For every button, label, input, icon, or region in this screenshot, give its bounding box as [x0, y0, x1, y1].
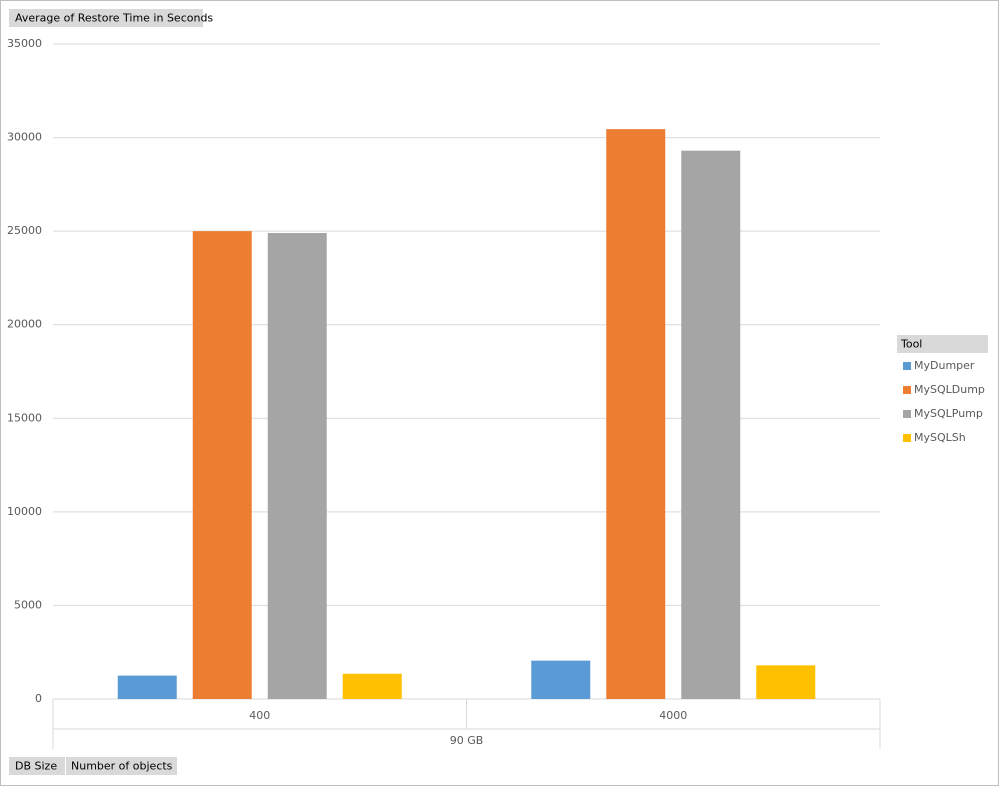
y-tick-label: 20000: [7, 318, 42, 331]
legend-title: Tool: [900, 338, 922, 351]
y-tick-label: 0: [35, 692, 42, 705]
legend-label: MyDumper: [914, 359, 975, 372]
bar: [681, 150, 741, 699]
x-tick-label: 4000: [659, 709, 687, 722]
y-tick-label: 10000: [7, 505, 42, 518]
y-tick-label: 15000: [7, 411, 42, 424]
bar: [606, 129, 666, 699]
legend-swatch: [903, 386, 911, 394]
value-field-label: Average of Restore Time in Seconds: [15, 12, 213, 25]
y-tick-label: 5000: [14, 598, 42, 611]
legend-label: MySQLSh: [914, 431, 966, 444]
legend-field-button[interactable]: [897, 335, 988, 353]
row-field-button[interactable]: [66, 757, 177, 775]
row-field-label: Number of objects: [71, 760, 173, 773]
bar: [192, 231, 252, 699]
bar: [531, 660, 591, 699]
group-label: 90 GB: [450, 734, 484, 747]
value-field-button[interactable]: [9, 9, 203, 27]
y-tick-label: 35000: [7, 37, 42, 50]
legend-swatch: [903, 362, 911, 370]
bar: [342, 673, 402, 699]
x-tick-label: 400: [249, 709, 270, 722]
y-tick-label: 30000: [7, 131, 42, 144]
y-tick-label: 25000: [7, 224, 42, 237]
row-field-label: DB Size: [15, 760, 57, 773]
row-field-button[interactable]: [9, 757, 65, 775]
legend-label: MySQLPump: [914, 407, 983, 420]
legend-label: MySQLDump: [914, 383, 985, 396]
legend-swatch: [903, 410, 911, 418]
legend-swatch: [903, 434, 911, 442]
bar: [117, 675, 177, 699]
bar: [267, 233, 327, 699]
bar: [756, 665, 816, 699]
